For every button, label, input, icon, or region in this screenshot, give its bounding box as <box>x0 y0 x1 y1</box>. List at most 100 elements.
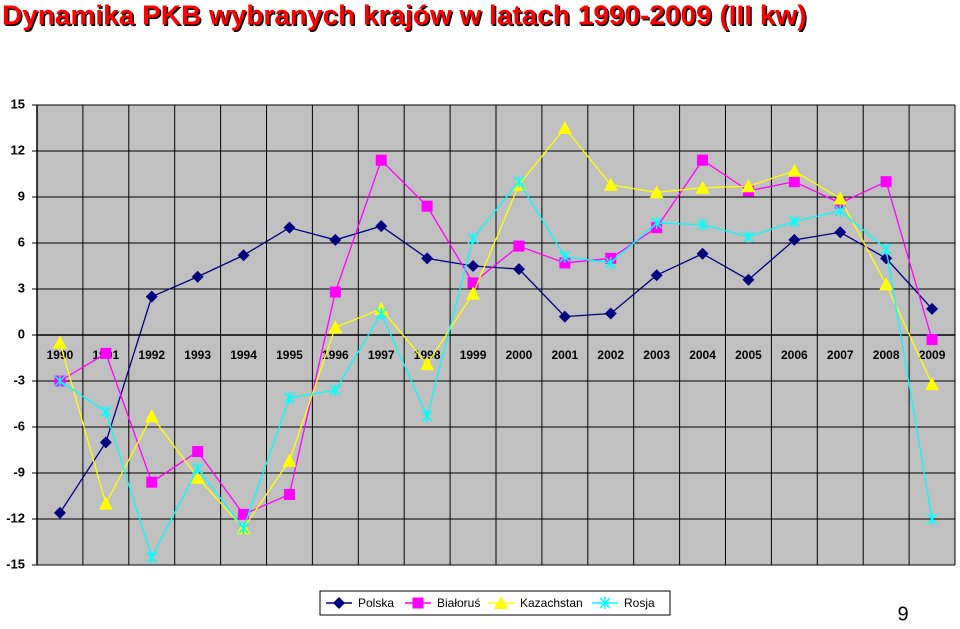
marker <box>697 218 709 231</box>
marker <box>650 269 663 282</box>
marker <box>98 496 113 510</box>
marker <box>375 220 388 233</box>
x-tick-label: 2003 <box>643 348 670 362</box>
page-number: 9 <box>897 603 908 624</box>
y-tick-label: -3 <box>13 372 25 387</box>
y-tick-label: 15 <box>11 96 25 111</box>
marker <box>467 260 480 272</box>
x-tick-label: 2006 <box>781 348 808 362</box>
marker <box>282 453 297 467</box>
marker <box>238 508 250 520</box>
marker <box>333 597 345 609</box>
marker <box>191 270 204 283</box>
marker <box>329 384 341 397</box>
marker <box>742 273 755 286</box>
marker <box>283 488 295 500</box>
marker <box>558 310 571 323</box>
marker <box>926 334 938 346</box>
y-tick-label: -15 <box>6 556 25 571</box>
marker <box>328 320 343 334</box>
marker <box>559 257 571 269</box>
marker <box>649 185 664 199</box>
marker <box>421 200 433 212</box>
x-tick-label: 2002 <box>597 348 624 362</box>
marker <box>599 597 611 609</box>
marker <box>696 247 709 260</box>
x-tick-label: 2009 <box>919 348 946 362</box>
marker <box>466 286 481 300</box>
marker <box>788 233 801 246</box>
marker <box>741 179 756 193</box>
marker <box>557 121 572 134</box>
marker <box>192 462 204 475</box>
marker <box>697 154 709 166</box>
series-line <box>59 180 933 560</box>
y-tick-label: 6 <box>18 234 25 249</box>
legend-label: Białoruś <box>437 596 480 610</box>
y-tick-label: -12 <box>6 510 25 525</box>
marker <box>52 335 67 349</box>
x-tick-label: 1993 <box>184 348 211 362</box>
marker <box>604 307 617 320</box>
marker <box>788 176 800 188</box>
x-tick-label: 2004 <box>689 348 716 362</box>
marker <box>603 177 618 191</box>
marker <box>513 240 525 252</box>
y-tick-label: -6 <box>13 418 25 433</box>
marker <box>237 249 250 262</box>
x-tick-label: 1999 <box>460 348 487 362</box>
legend-label: Rosja <box>624 596 655 610</box>
marker <box>54 375 66 387</box>
y-tick-label: 3 <box>18 280 25 295</box>
x-tick-label: 1994 <box>230 348 257 362</box>
marker <box>742 230 754 243</box>
legend-label: Polska <box>358 596 394 610</box>
x-tick-label: 1997 <box>368 348 395 362</box>
marker <box>100 347 112 359</box>
y-tick-label: 9 <box>18 188 25 203</box>
marker <box>880 176 892 188</box>
marker <box>879 277 894 291</box>
marker <box>190 470 205 484</box>
marker <box>925 377 940 391</box>
series-line <box>59 159 933 516</box>
marker <box>467 232 479 245</box>
marker <box>467 277 479 289</box>
x-tick-label: 2005 <box>735 348 762 362</box>
marker <box>375 307 387 320</box>
x-tick-label: 1995 <box>276 348 303 362</box>
marker <box>238 522 250 535</box>
title-shadow: Dynamika PKB wybranych krajów w latach 1… <box>4 1 809 32</box>
marker <box>329 233 342 246</box>
marker <box>513 175 525 188</box>
marker <box>192 446 204 458</box>
marker <box>99 436 112 449</box>
marker <box>53 506 66 519</box>
marker <box>420 357 435 371</box>
marker <box>695 180 710 194</box>
marker <box>375 154 387 166</box>
x-tick-label: 1996 <box>322 348 349 362</box>
marker <box>559 250 571 263</box>
marker <box>144 409 159 423</box>
marker <box>651 217 663 230</box>
x-tick-label: 1998 <box>414 348 441 362</box>
x-tick-label: 2000 <box>506 348 533 362</box>
marker <box>834 226 847 239</box>
marker <box>605 256 617 269</box>
y-tick-label: -9 <box>13 464 25 479</box>
marker <box>283 391 295 404</box>
x-tick-label: 2001 <box>551 348 578 362</box>
x-tick-label: 2008 <box>873 348 900 362</box>
x-tick-label: 1990 <box>47 348 74 362</box>
marker <box>926 302 939 315</box>
marker <box>512 263 525 276</box>
marker <box>146 551 158 564</box>
marker <box>787 163 802 177</box>
marker <box>880 252 893 265</box>
series-line <box>59 126 933 530</box>
marker <box>494 596 508 609</box>
marker <box>145 290 158 303</box>
x-tick-label: 1992 <box>138 348 165 362</box>
marker <box>421 252 434 265</box>
